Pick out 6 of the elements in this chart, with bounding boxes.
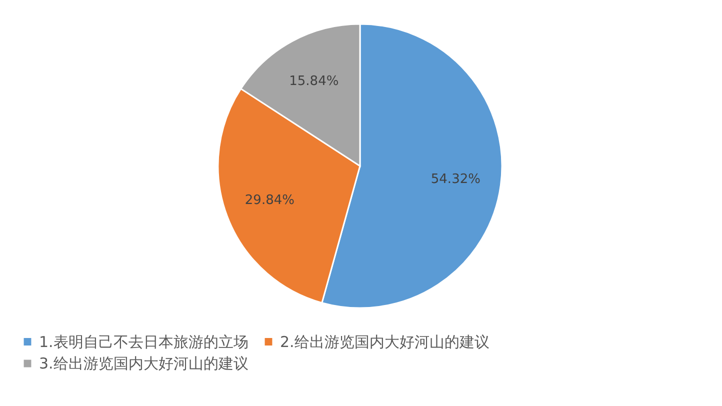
legend-label: 3.给出游览国内大好河山的建议: [39, 354, 248, 372]
data-label: 54.32%: [430, 172, 480, 188]
legend-label: 2.给出游览国内大好河山的建议: [280, 332, 490, 351]
data-label: 29.84%: [244, 193, 294, 208]
legend-label: 1.表明自己不去日本旅游的立场: [39, 332, 248, 351]
data-label: 15.84%: [289, 74, 339, 90]
